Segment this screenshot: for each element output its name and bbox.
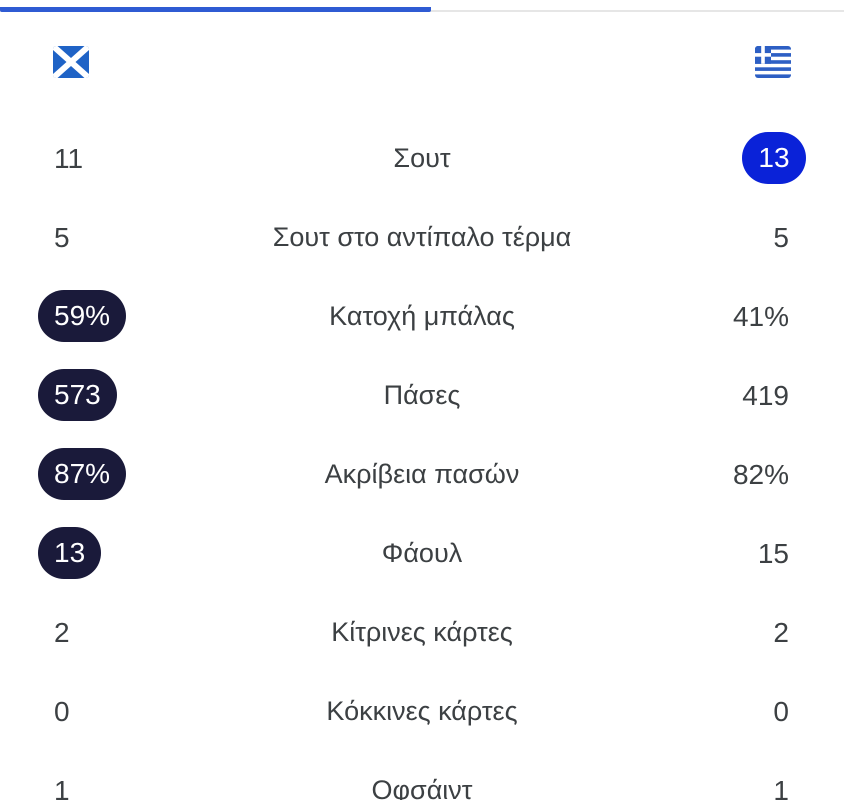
home-value: 5 [54, 222, 70, 253]
stat-row-pass-accuracy: 87% Ακρίβεια πασών 82% [0, 435, 844, 514]
stat-label: Κίτρινες κάρτες [331, 617, 513, 647]
active-tab-indicator [0, 7, 431, 12]
away-value: 82% [732, 459, 789, 490]
stat-row-shots: 11 Σουτ 13 [0, 119, 844, 198]
stat-row-red-cards: 0 Κόκκινες κάρτες 0 [0, 672, 844, 751]
stat-label: Κόκκινες κάρτες [326, 696, 518, 726]
away-value: 15 [757, 538, 789, 569]
home-value: 0 [54, 696, 70, 727]
away-value: 5 [773, 222, 789, 253]
home-value: 1 [54, 775, 70, 800]
home-value-highlight: 87% [38, 448, 127, 500]
home-value-highlight: 13 [38, 527, 102, 579]
away-value: 1 [773, 775, 789, 800]
greece-flag-icon [755, 46, 791, 78]
stat-row-possession: 59% Κατοχή μπάλας 41% [0, 277, 844, 356]
stat-label: Ακρίβεια πασών [324, 459, 520, 489]
away-value: 41% [732, 301, 789, 332]
home-value: 2 [54, 617, 70, 648]
stat-label: Σουτ στο αντίπαλο τέρμα [272, 222, 572, 252]
stat-row-yellow-cards: 2 Κίτρινες κάρτες 2 [0, 593, 844, 672]
stats-list: 11 Σουτ 13 5 Σουτ στο αντίπαλο τέρμα 5 5… [0, 119, 844, 800]
stat-label: Κατοχή μπάλας [329, 301, 515, 331]
stat-row-shots-on-target: 5 Σουτ στο αντίπαλο τέρμα 5 [0, 198, 844, 277]
away-value: 0 [773, 696, 789, 727]
stat-label: Πάσες [383, 380, 461, 410]
stat-label: Φάουλ [381, 538, 463, 568]
scotland-flag-icon [53, 46, 89, 78]
stat-row-passes: 573 Πάσες 419 [0, 356, 844, 435]
home-value: 11 [54, 143, 84, 174]
away-value-highlight: 13 [742, 132, 806, 184]
away-value: 2 [773, 617, 789, 648]
home-value-highlight: 59% [38, 290, 127, 342]
stat-row-fouls: 13 Φάουλ 15 [0, 514, 844, 593]
stat-label: Σουτ [393, 143, 451, 173]
home-value-highlight: 573 [38, 369, 117, 421]
stat-row-offsides: 1 Οφσάιντ 1 [0, 751, 844, 800]
away-value: 419 [742, 380, 789, 411]
stat-label: Οφσάιντ [371, 775, 473, 800]
